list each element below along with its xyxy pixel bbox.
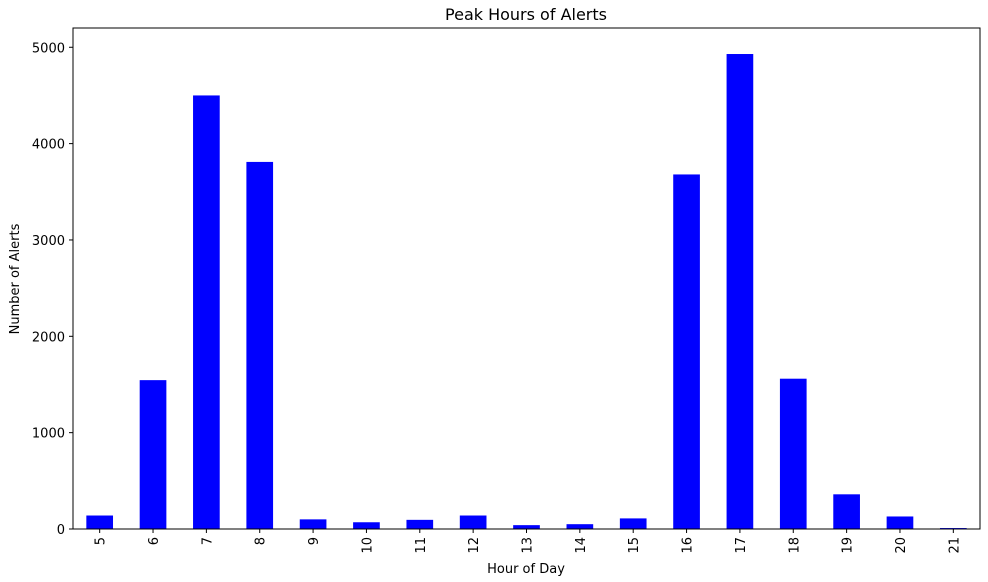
bar-17 [726,54,754,530]
y-tick-label-0: 0 [57,523,65,538]
x-axis-title: Hour of Day [487,562,565,577]
bar-10 [353,522,380,529]
y-tick-label-2000: 2000 [32,330,65,345]
bar-8 [246,161,274,530]
plot-area: 0 1000 2000 3000 4000 5000 5 6 7 8 9 10 11 12 13 14 15 16… [32,27,981,554]
bar-20 [886,516,914,529]
x-tick-label-5: 5 [94,537,109,545]
bar-9 [299,519,327,529]
x-tick-label-18: 18 [787,537,802,554]
bar-11 [406,519,434,529]
x-tick-label-9: 9 [307,537,322,545]
bar-5 [86,515,114,529]
x-tick-label-13: 13 [521,537,536,554]
bar-12 [459,515,487,529]
x-tick-label-8: 8 [254,537,269,545]
y-axis-title: Number of Alerts [8,223,23,334]
bar-19 [833,494,860,529]
bar-18 [779,378,807,529]
x-tick-label-6: 6 [147,537,162,545]
x-tick-label-16: 16 [681,537,696,554]
y-tick-label-5000: 5000 [32,41,65,56]
x-tick-label-7: 7 [200,537,215,545]
x-tick-label-21: 21 [947,537,962,554]
bar-6 [139,380,167,529]
x-tick-label-10: 10 [360,537,375,554]
x-tick-label-14: 14 [574,537,589,554]
bar-14 [566,524,594,529]
x-tick-label-15: 15 [627,537,642,554]
x-tick-label-17: 17 [734,537,749,554]
x-tick-label-11: 11 [414,537,429,554]
y-tick-label-3000: 3000 [32,234,65,249]
chart-title: Peak Hours of Alerts [445,5,607,24]
x-tick-label-20: 20 [894,537,909,554]
x-tick-label-19: 19 [841,537,856,554]
bar-13 [513,525,540,529]
bar-7 [193,95,220,529]
bar-15 [619,518,647,529]
y-tick-label-1000: 1000 [32,427,65,442]
x-tick-label-12: 12 [467,537,482,554]
y-tick-label-4000: 4000 [32,138,65,153]
bar-16 [673,174,700,529]
